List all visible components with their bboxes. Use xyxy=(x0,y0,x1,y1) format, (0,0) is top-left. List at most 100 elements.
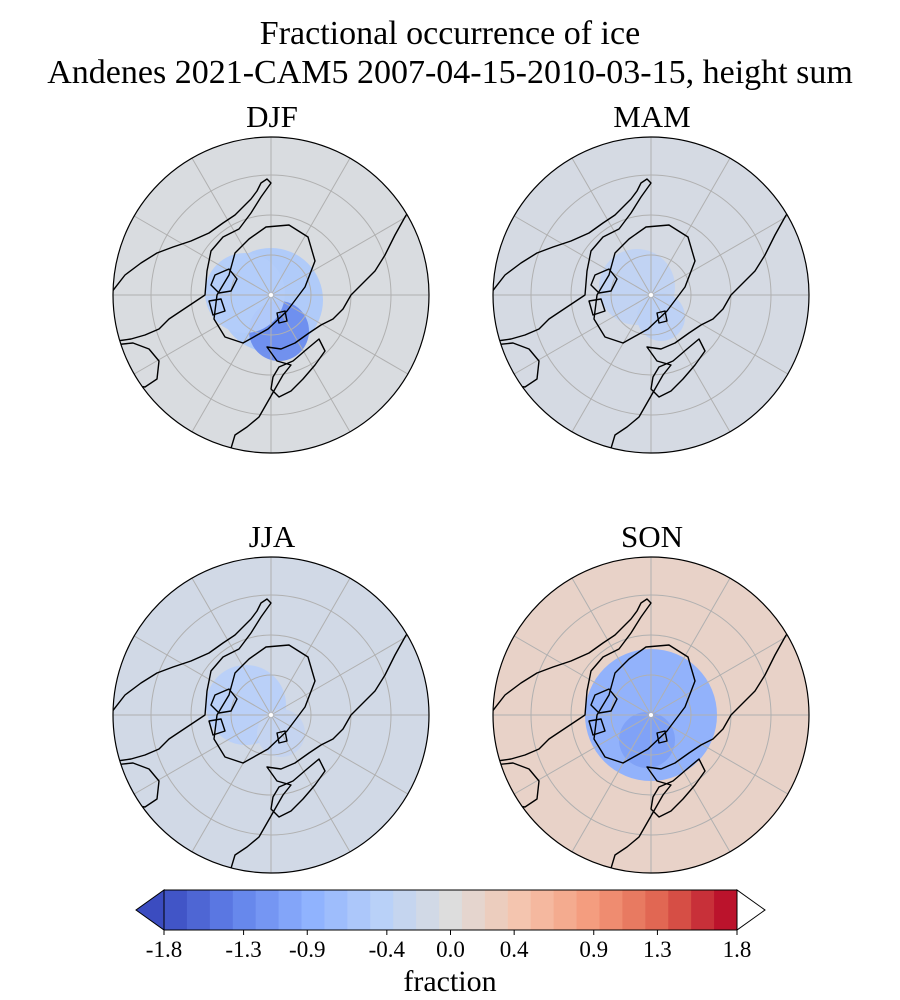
north-pole-marker xyxy=(649,293,653,297)
meridian-gridline xyxy=(650,294,790,376)
meridian-gridline xyxy=(132,634,272,716)
colorbar-swatch xyxy=(370,890,394,930)
figure-subtitle: Andenes 2021-CAM5 2007-04-15-2010-03-15,… xyxy=(47,54,853,91)
meridian-gridline xyxy=(190,576,272,716)
meridian-gridline xyxy=(512,634,652,716)
coastline-greenland xyxy=(593,224,696,344)
meridian-gridline xyxy=(570,156,652,296)
colorbar-swatch xyxy=(209,890,234,930)
meridian-gridline xyxy=(570,576,652,716)
colorbar-extend-high xyxy=(736,889,766,931)
colorbar-tick-label: -1.3 xyxy=(225,937,262,962)
colorbar-swatch xyxy=(576,890,601,930)
coastline-svalbard xyxy=(276,310,288,324)
figure-title: Fractional occurrence of ice xyxy=(259,15,641,52)
colorbar-swatch xyxy=(164,890,188,930)
colorbar-tick-label: 1.3 xyxy=(643,937,672,962)
coastline-greenland xyxy=(593,644,696,764)
colorbar-extend-low xyxy=(135,889,165,931)
panel-title-djf: DJF xyxy=(246,99,298,134)
coastline-scandinavia xyxy=(650,758,706,818)
coastline-archipelago xyxy=(588,688,618,736)
panel-title-jja: JJA xyxy=(248,519,296,554)
polar-map-son xyxy=(492,556,810,874)
colorbar-swatch xyxy=(439,890,463,930)
coastline-greenland xyxy=(213,644,316,764)
meridian-gridline xyxy=(132,294,272,376)
meridian-gridline xyxy=(270,214,410,296)
colorbar-swatch xyxy=(484,890,509,930)
colorbar-frame xyxy=(163,889,738,931)
coastline-canada xyxy=(113,598,272,762)
north-pole-marker xyxy=(269,713,273,717)
meridian-gridline xyxy=(270,576,352,716)
meridian-gridline xyxy=(270,294,410,376)
coastline-archipelago xyxy=(208,268,238,316)
colorbar-swatch xyxy=(255,890,280,930)
meridian-gridline xyxy=(570,714,652,854)
ice-anomaly-region xyxy=(205,253,285,333)
meridian-gridline xyxy=(570,294,652,434)
map-boundary xyxy=(112,556,430,874)
colorbar-swatch xyxy=(278,890,303,930)
colorbar-swatch xyxy=(186,890,211,930)
meridian-gridline xyxy=(650,714,790,796)
meridian-gridline xyxy=(650,576,732,716)
meridian-gridline xyxy=(132,214,272,296)
colorbar-swatch xyxy=(393,890,417,930)
colorbar-swatch xyxy=(324,890,348,930)
colorbar-swatch xyxy=(416,890,440,930)
colorbar-swatch xyxy=(232,890,257,930)
coastline-svalbard xyxy=(656,310,668,324)
coastline-archipelago xyxy=(588,268,618,316)
meridian-gridline xyxy=(270,714,410,796)
colorbar-swatch xyxy=(301,890,326,930)
meridian-gridline xyxy=(270,714,352,854)
meridian-gridline xyxy=(650,714,732,854)
map-boundary xyxy=(492,556,810,874)
meridian-gridline xyxy=(190,294,272,434)
colorbar-swatch xyxy=(714,890,738,930)
colorbar-swatch xyxy=(461,890,486,930)
meridian-gridline xyxy=(512,214,652,296)
meridian-gridline xyxy=(650,214,790,296)
colorbar-tick-label: 1.8 xyxy=(722,937,752,962)
coastline-svalbard xyxy=(656,730,668,744)
coastline-scandinavia xyxy=(270,338,326,398)
colorbar-tick-label: 0.0 xyxy=(436,937,465,962)
colorbar-swatch xyxy=(530,890,555,930)
colorbar-tick-label: 0.9 xyxy=(579,937,609,962)
colorbar-tick-label: 0.4 xyxy=(499,937,529,962)
polar-map-mam xyxy=(492,136,810,454)
colorbar-swatch xyxy=(668,890,692,930)
meridian-gridline xyxy=(132,714,272,796)
coastline-greenland xyxy=(213,224,316,344)
north-pole-marker xyxy=(649,713,653,717)
coastline-archipelago xyxy=(208,688,238,736)
colorbar-tick-label: -0.4 xyxy=(368,937,406,962)
colorbar-label: fraction xyxy=(403,965,497,998)
colorbar-swatch xyxy=(691,890,715,930)
meridian-gridline xyxy=(190,156,272,296)
meridian-gridline xyxy=(650,294,732,434)
meridian-gridline xyxy=(270,294,352,434)
panel-title-son: SON xyxy=(620,519,683,554)
panel-title-mam: MAM xyxy=(613,99,691,134)
colorbar-swatch xyxy=(507,890,532,930)
colorbar-swatch xyxy=(553,890,578,930)
coastline-scandinavia xyxy=(650,338,706,398)
coastline-svalbard xyxy=(276,730,288,744)
colorbar-tick-label: -1.8 xyxy=(145,937,183,962)
coastline-canada xyxy=(493,178,652,342)
north-pole-marker xyxy=(269,293,273,297)
colorbar-swatch xyxy=(347,890,371,930)
meridian-gridline xyxy=(650,156,732,296)
coastline-canada xyxy=(113,178,272,342)
colorbar-swatch xyxy=(599,890,623,930)
colorbar-tick-label: -0.9 xyxy=(289,937,326,962)
meridian-gridline xyxy=(270,634,410,716)
polar-map-jja xyxy=(112,556,430,874)
colorbar-swatch xyxy=(622,890,646,930)
meridian-gridline xyxy=(190,714,272,854)
map-boundary xyxy=(112,136,430,454)
